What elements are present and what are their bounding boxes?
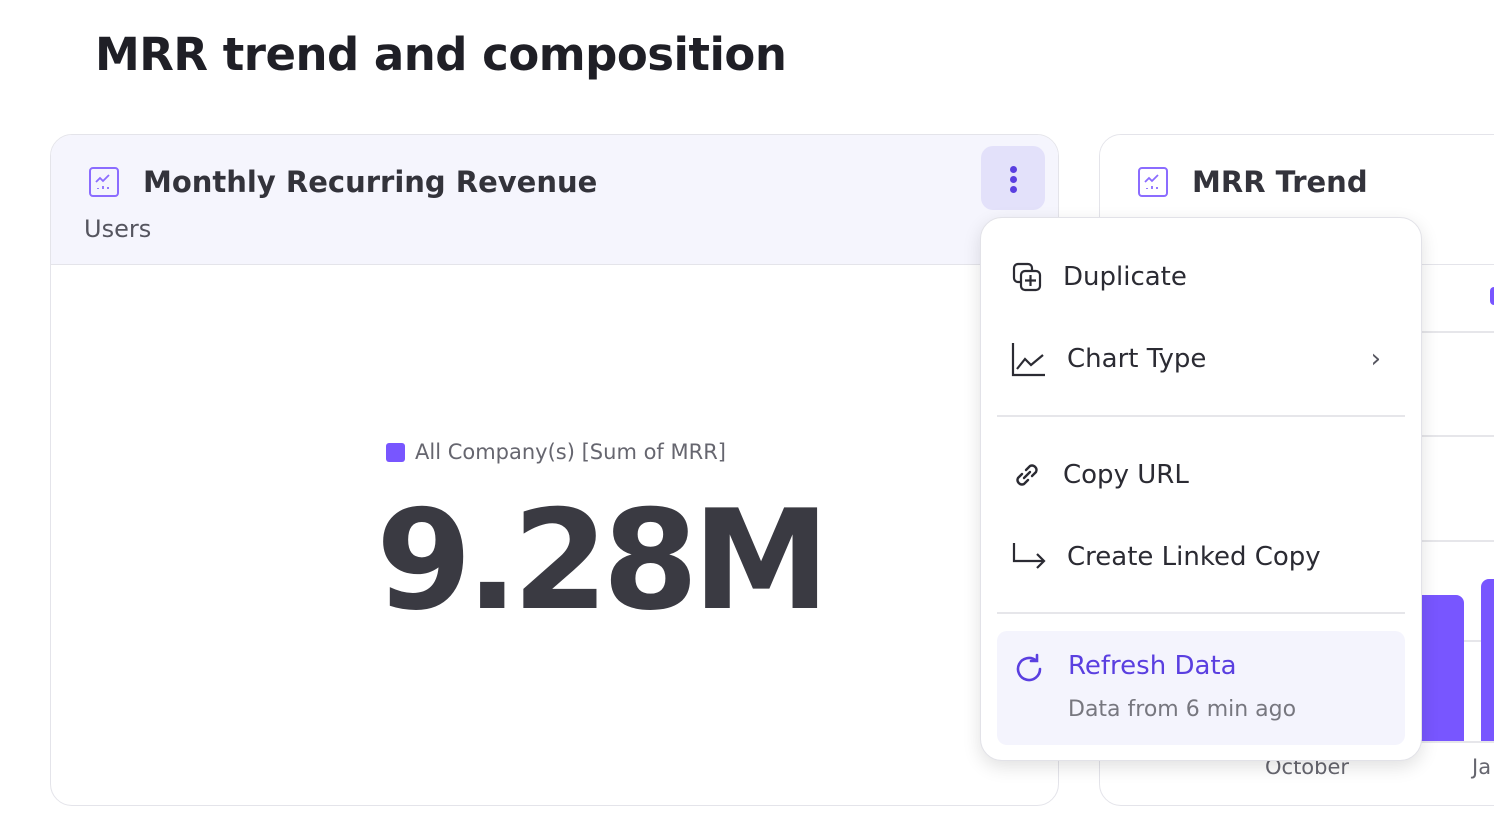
legend-label: All Company(s) [Sum of MRR] [415,440,726,464]
divider [997,415,1405,417]
chevron-right-icon: › [1370,344,1381,374]
mrr-card: Monthly Recurring Revenue Users All Comp… [50,134,1059,806]
line-chart-icon [1011,343,1045,377]
chart-icon [1138,167,1168,197]
menu-item-duplicate[interactable]: Duplicate [981,242,1421,312]
link-icon [1016,464,1038,486]
refresh-icon [1016,653,1042,682]
duplicate-icon [1012,262,1042,292]
linked-copy-arrow-icon [1012,543,1046,569]
menu-item-label: Create Linked Copy [1067,542,1321,572]
card-subtitle: Users [84,215,152,243]
options-menu: Duplicate Chart Type › Copy URL Create L… [980,217,1422,761]
menu-item-label: Duplicate [1063,262,1187,292]
data-freshness-text: Data from 6 min ago [1068,697,1297,722]
more-options-button[interactable] [981,146,1045,210]
menu-item-create-linked-copy[interactable]: Create Linked Copy [981,522,1421,592]
card-title[interactable]: MRR Trend [1192,165,1368,199]
menu-item-chart-type[interactable]: Chart Type › [981,324,1421,394]
menu-item-label: Copy URL [1063,460,1189,490]
divider [997,612,1405,614]
chart-icon [89,167,119,197]
legend-swatch [1490,287,1494,305]
card-header: Monthly Recurring Revenue Users [51,135,1058,265]
card-title[interactable]: Monthly Recurring Revenue [143,165,598,199]
menu-item-refresh-data[interactable]: Refresh Data Data from 6 min ago [997,631,1405,745]
legend: All Company(s) [Sum of MRR] [386,440,726,464]
menu-item-label: Refresh Data [1068,651,1237,681]
metric-value: 9.28M [376,480,830,641]
page-title: MRR trend and composition [95,28,787,81]
bar[interactable] [1481,579,1494,741]
legend-swatch [386,442,405,462]
menu-item-label: Chart Type [1067,344,1207,374]
menu-item-copy-url[interactable]: Copy URL [981,440,1421,510]
x-tick-label: Ja [1472,755,1492,779]
